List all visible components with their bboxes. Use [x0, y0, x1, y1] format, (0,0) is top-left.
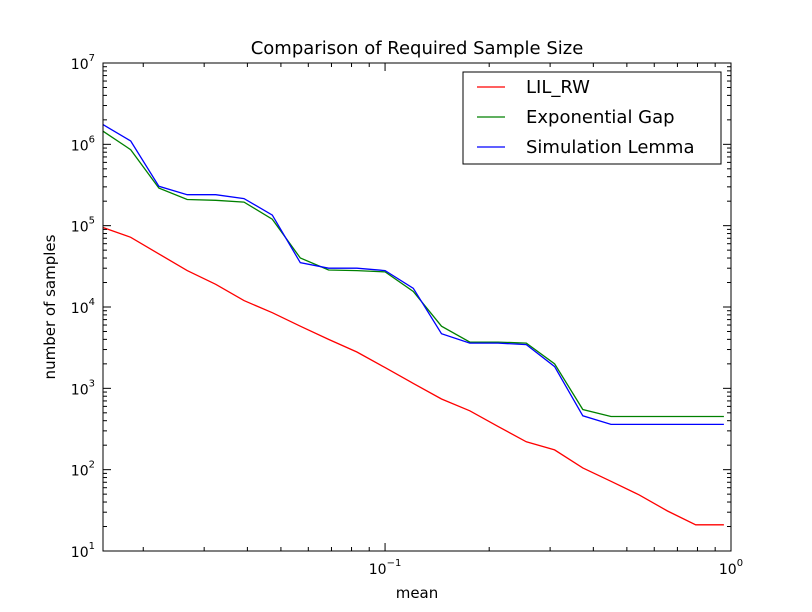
legend-label-1: LIL_RW: [526, 77, 590, 98]
legend-box: [462, 71, 722, 165]
y-tick-label-1: 101: [71, 541, 95, 561]
y-tick-label-4: 104: [71, 297, 95, 317]
legend: LIL_RW Exponential Gap Simulation Lemma: [462, 71, 722, 165]
plot-area: 101 102 103 104 105 106 107 10−1 100: [71, 53, 743, 578]
legend-label-3: Simulation Lemma: [526, 137, 695, 158]
chart-title: Comparison of Required Sample Size: [251, 38, 584, 59]
y-tick-label-7: 107: [71, 53, 95, 73]
y-tick-label-3: 103: [71, 378, 95, 398]
y-tick-label-2: 102: [71, 460, 95, 480]
series-line-1: [102, 226, 724, 526]
y-tick-label-6: 106: [71, 134, 95, 154]
y-tick-label-5: 105: [71, 216, 95, 236]
x-axis-title: mean: [396, 584, 439, 602]
x-tick-label-2: 100: [719, 558, 743, 578]
x-tick-label-1: 10−1: [369, 558, 402, 578]
series-line-2: [102, 130, 724, 418]
y-axis-title: number of samples: [41, 234, 59, 379]
series-line-3: [102, 124, 724, 426]
legend-label-2: Exponential Gap: [526, 107, 675, 128]
